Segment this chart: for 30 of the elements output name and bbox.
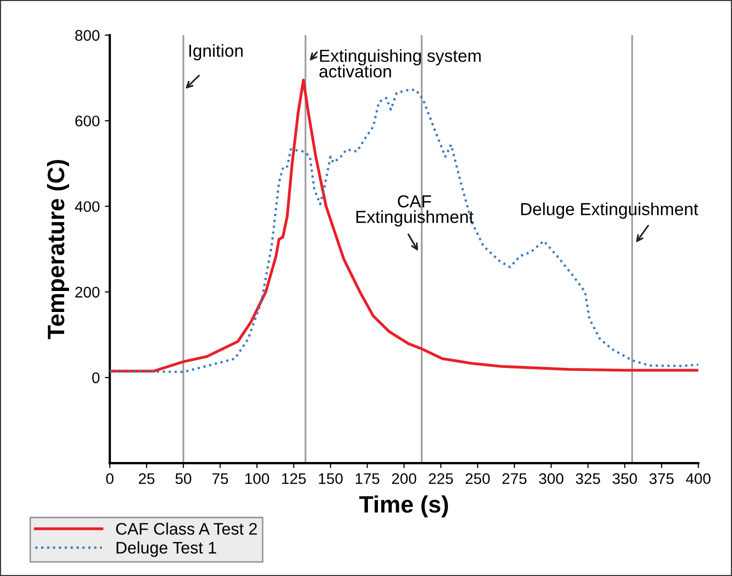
ref-line-label: CAF Extinguishment — [356, 195, 474, 226]
y-axis-title: Temperature (C) — [47, 160, 70, 340]
ref-line-label: Deluge Extinguishment — [521, 202, 698, 219]
x-tick-label: 175 — [356, 473, 380, 484]
x-tick-label: 100 — [245, 473, 270, 484]
x-tick-label: 200 — [392, 473, 416, 484]
x-tick-label: 0 — [106, 473, 114, 484]
x-tick-label: 25 — [138, 473, 154, 484]
x-tick-label: 225 — [428, 473, 453, 484]
x-tick-label: 75 — [212, 473, 228, 484]
ref-line-label: Extinguishing system activation — [319, 49, 481, 78]
x-tick-label: 350 — [612, 473, 637, 484]
y-tick-label: 600 — [75, 116, 100, 126]
x-tick-label: 250 — [466, 473, 490, 484]
y-tick-label: 400 — [74, 201, 100, 212]
legend-label: Deluge Test 1 — [116, 541, 216, 557]
legend-label: CAF Class A Test 2 — [116, 522, 257, 535]
ref-line-label: Ignition — [189, 44, 243, 60]
x-tick-label: 50 — [175, 473, 192, 484]
x-tick-label: 150 — [318, 473, 343, 484]
x-tick-label: 275 — [502, 473, 527, 484]
x-axis-title: Time (s) — [359, 495, 448, 518]
x-tick-label: 375 — [649, 473, 674, 484]
x-tick-label: 300 — [539, 473, 564, 484]
y-tick-label: 800 — [75, 30, 100, 41]
x-tick-label: 125 — [282, 473, 306, 484]
x-tick-label: 325 — [576, 473, 600, 484]
y-tick-label: 0 — [92, 372, 100, 384]
y-tick-label: 200 — [75, 286, 100, 298]
x-tick-label: 400 — [686, 473, 710, 484]
